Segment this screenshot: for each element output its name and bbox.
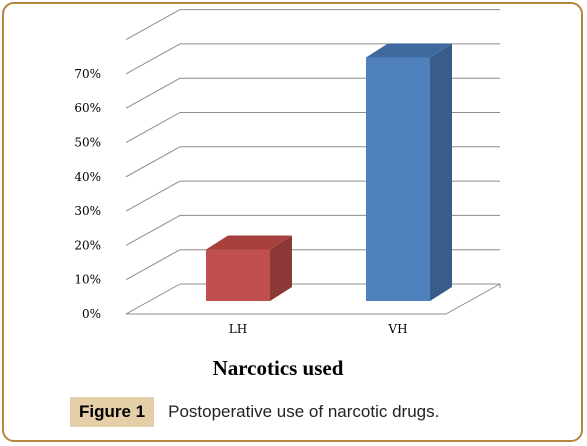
x-axis-categories: LH VH	[229, 322, 408, 336]
y-tick-label: 0%	[82, 307, 101, 321]
gridline-side	[125, 214, 181, 246]
gridline-side	[125, 9, 181, 41]
bar-side	[270, 235, 292, 301]
bar-front	[206, 249, 270, 301]
gridline-side	[125, 112, 181, 143]
gridline-side	[125, 146, 181, 178]
figure-caption-text: Postoperative use of narcotic drugs.	[168, 402, 440, 421]
gridline-side	[125, 249, 181, 281]
floor-right-edge	[445, 283, 501, 315]
y-tick-label: 10%	[74, 273, 101, 287]
gridline-side	[125, 283, 181, 315]
bar-top	[206, 235, 292, 250]
bar-front	[366, 57, 430, 301]
gridline-side	[125, 180, 181, 212]
gridline-side	[125, 43, 181, 75]
x-axis-title: Narcotics used	[212, 356, 344, 380]
bar-vh	[366, 43, 452, 301]
bar-side	[430, 43, 452, 301]
bar-lh	[206, 235, 292, 301]
gridline-side	[125, 77, 181, 109]
figure-label: Figure 1	[70, 397, 155, 427]
bar-top	[366, 43, 452, 58]
y-tick-label: 30%	[74, 204, 101, 218]
y-tick-label: 50%	[74, 136, 101, 150]
x-category-label: LH	[229, 322, 247, 336]
y-tick-label: 60%	[74, 101, 101, 115]
y-tick-label: 40%	[74, 170, 101, 184]
y-tick-label: 70%	[74, 67, 101, 81]
chart-bars	[206, 43, 452, 301]
y-tick-label: 20%	[74, 238, 101, 252]
figure-frame	[2, 2, 583, 442]
x-category-label: VH	[387, 322, 407, 336]
y-axis-ticks: 0% 10% 20% 30% 40% 50% 60% 70%	[74, 67, 101, 321]
figure-caption: Figure 1 Postoperative use of narcotic d…	[70, 397, 439, 427]
